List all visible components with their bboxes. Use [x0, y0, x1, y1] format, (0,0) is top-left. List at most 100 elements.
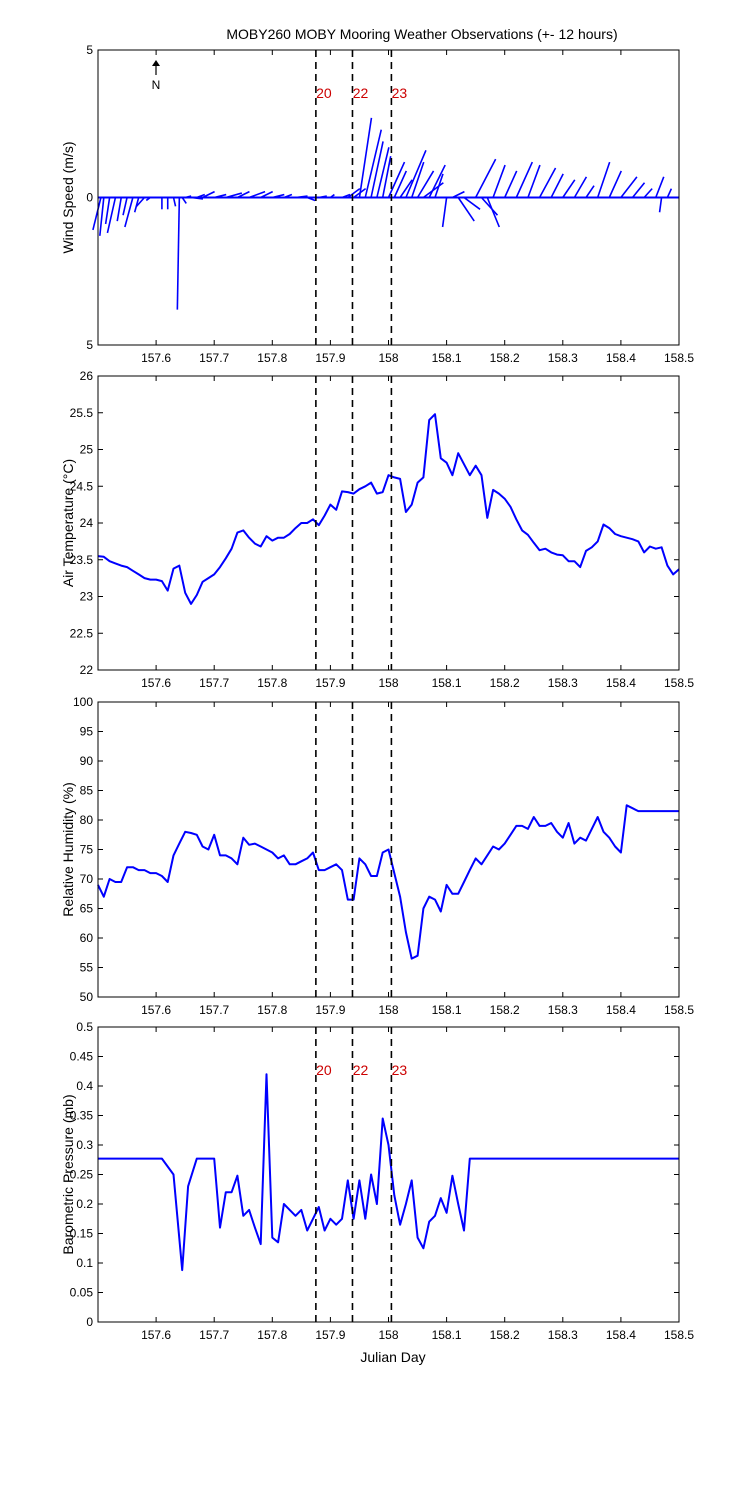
x-tick-label: 157.7 [199, 1003, 229, 1017]
plot-frame [97, 1026, 680, 1323]
wind-vector [658, 197, 663, 213]
x-tick-label: 158.4 [606, 676, 636, 690]
wind-vector [655, 176, 665, 198]
y-tick-label: 5 [86, 43, 93, 57]
wind-vector [172, 197, 177, 207]
x-tick-label: 158.3 [548, 351, 578, 365]
y-tick-label: 100 [73, 695, 93, 709]
y-tick-label: 0.35 [70, 1109, 94, 1123]
y-tick-label: 0.45 [70, 1050, 94, 1064]
wind-vector [410, 161, 425, 198]
wind-vector [283, 193, 293, 199]
event-marker-label: 23 [392, 85, 408, 101]
x-tick-label: 158.5 [664, 1003, 694, 1017]
wind-vector [503, 170, 518, 198]
x-tick-label: 157.6 [141, 1003, 171, 1017]
wind-vector [122, 197, 128, 216]
x-tick-label: 157.9 [315, 1003, 345, 1017]
wind-vector [457, 197, 475, 222]
y-tick-label: 24.5 [70, 479, 94, 493]
wind-vector [104, 197, 111, 225]
wind-vector [596, 161, 611, 198]
chart-panel-2: 22 22.5 23 23.5 24 24.5 25 25.5 26 157.6 157.7 157.… [60, 369, 694, 690]
y-tick-label: 0.05 [70, 1286, 94, 1300]
y-tick-label: 50 [80, 990, 94, 1004]
x-tick-label: 158 [378, 676, 398, 690]
x-tick-label: 158.3 [548, 676, 578, 690]
wind-vector [492, 164, 506, 198]
y-tick-label: 5 [86, 338, 93, 352]
x-tick-label: 158.4 [606, 1328, 636, 1342]
wind-vector [666, 188, 673, 198]
wind-vector [585, 185, 595, 198]
wind-vector [405, 149, 427, 198]
x-tick-label: 158 [378, 351, 398, 365]
x-tick-label: 158 [378, 1328, 398, 1342]
plot-frame [97, 49, 680, 346]
wind-vector [441, 197, 448, 228]
y-tick-label: 0.2 [76, 1197, 93, 1211]
x-tick-label: 157.6 [141, 676, 171, 690]
wind-vector [399, 179, 413, 198]
series-line [97, 804, 679, 960]
wind-vector [434, 173, 444, 198]
x-tick-label: 158.3 [548, 1328, 578, 1342]
x-tick-label: 158.1 [432, 351, 462, 365]
event-marker-label: 20 [316, 85, 332, 101]
x-tick-label: 158.1 [432, 676, 462, 690]
y-tick-label: 75 [80, 843, 94, 857]
wind-vector [116, 197, 123, 222]
x-tick-label: 158.2 [490, 676, 520, 690]
wind-vector [387, 161, 406, 198]
wind-vector [550, 173, 564, 198]
y-tick-label: 60 [80, 931, 94, 945]
y-tick-label: 0.15 [70, 1227, 94, 1241]
wind-vector [106, 197, 117, 234]
wind-vector [190, 196, 204, 200]
wind-vector [181, 197, 187, 204]
wind-vector [416, 170, 435, 198]
y-tick-label: 80 [80, 813, 94, 827]
y-tick-label: 55 [80, 961, 94, 975]
y-tick-label: 26 [80, 369, 94, 383]
wind-vector [643, 188, 653, 199]
north-label: N [152, 78, 161, 92]
x-tick-label: 157.7 [199, 351, 229, 365]
y-tick-label: 70 [80, 872, 94, 886]
chart-panel-3: 50 55 60 65 70 75 80 85 90 95 100 157.6 157.7 157.8 15… [60, 695, 694, 1017]
wind-vector [562, 179, 576, 198]
wind-vector [248, 190, 266, 199]
event-marker-label: 23 [392, 1062, 408, 1078]
wind-vector [463, 196, 481, 210]
event-marker-label: 22 [353, 1062, 369, 1078]
wind-vector [99, 197, 105, 236]
wind-vector [452, 190, 465, 199]
wind-vector [225, 192, 243, 199]
wind-vector [306, 196, 316, 202]
series-line [97, 413, 680, 605]
north-arrow-icon: N [152, 60, 161, 92]
event-marker-label: 20 [316, 1062, 332, 1078]
y-tick-label: 23.5 [70, 553, 94, 567]
wind-vector [260, 190, 274, 199]
y-tick-label: 24 [80, 516, 94, 530]
x-tick-label: 157.9 [315, 351, 345, 365]
wind-vector [329, 193, 335, 199]
x-tick-label: 157.7 [199, 676, 229, 690]
x-tick-label: 158.2 [490, 1003, 520, 1017]
y-axis-label: Barometric Pressure (mb) [60, 1094, 76, 1254]
x-tick-label: 158 [378, 1003, 398, 1017]
x-tick-label: 158.1 [432, 1003, 462, 1017]
y-tick-label: 90 [80, 754, 94, 768]
y-tick-label: 0.3 [76, 1138, 93, 1152]
plot-frame [97, 375, 680, 671]
y-tick-label: 0.4 [76, 1079, 93, 1093]
wind-vector [538, 167, 557, 198]
y-tick-label: 25 [80, 443, 94, 457]
wind-vector [631, 182, 646, 199]
y-axis-label: Air Temperature (°C) [60, 459, 76, 587]
wind-vector [272, 193, 285, 199]
wind-vector [376, 147, 390, 198]
wind-vector [133, 197, 140, 213]
